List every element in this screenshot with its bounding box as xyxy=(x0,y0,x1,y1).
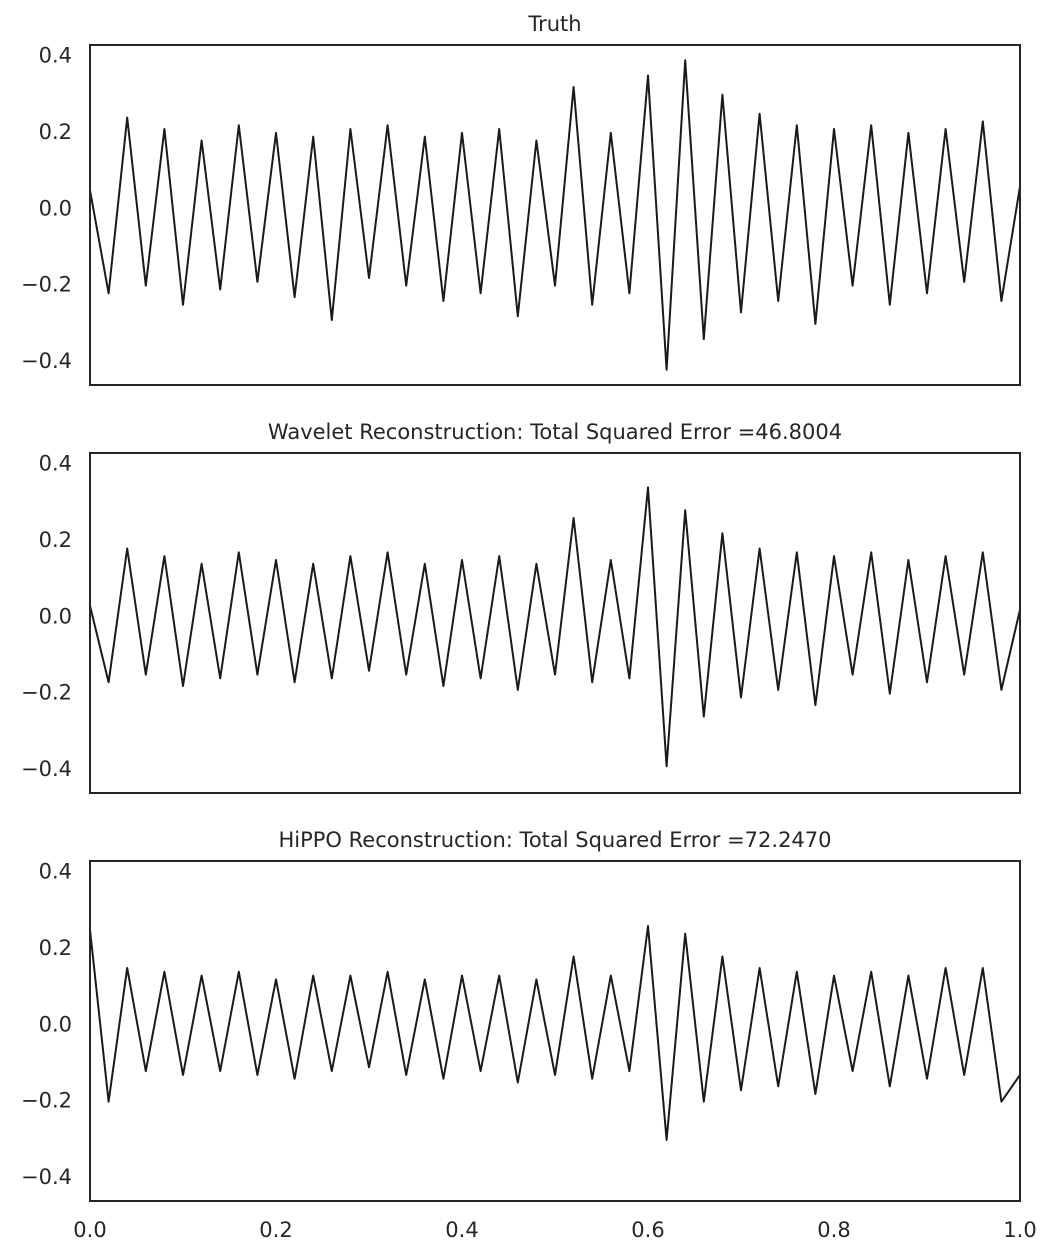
y-tick-label: −0.4 xyxy=(21,757,72,781)
y-tick-label: 0.2 xyxy=(39,936,72,960)
x-tick-label: 0.4 xyxy=(445,1218,478,1242)
data-line xyxy=(90,59,1020,371)
chart-title: Truth xyxy=(527,12,581,36)
y-tick-label: 0.4 xyxy=(39,43,72,67)
x-tick-label: 0.6 xyxy=(631,1218,664,1242)
y-tick-label: −0.2 xyxy=(21,681,72,705)
chart-title: Wavelet Reconstruction: Total Squared Er… xyxy=(268,420,842,444)
y-tick-label: 0.0 xyxy=(39,604,72,628)
x-tick-label: 0.0 xyxy=(73,1218,106,1242)
y-tick-label: −0.2 xyxy=(21,273,72,297)
x-tick-label: 0.2 xyxy=(259,1218,292,1242)
y-tick-label: 0.4 xyxy=(39,859,72,883)
axes-frame xyxy=(89,860,1021,1202)
y-tick-label: −0.4 xyxy=(21,349,72,373)
y-tick-label: −0.4 xyxy=(21,1165,72,1189)
x-tick-label: 1.0 xyxy=(1003,1218,1036,1242)
y-tick-label: 0.4 xyxy=(39,451,72,475)
y-tick-label: 0.0 xyxy=(39,1012,72,1036)
chart-title: HiPPO Reconstruction: Total Squared Erro… xyxy=(278,828,831,852)
axes-frame xyxy=(89,452,1021,794)
axes-frame xyxy=(89,44,1021,386)
y-tick-label: 0.2 xyxy=(39,528,72,552)
y-tick-label: −0.2 xyxy=(21,1089,72,1113)
data-line xyxy=(90,486,1020,768)
x-tick-label: 0.8 xyxy=(817,1218,850,1242)
y-tick-label: 0.0 xyxy=(39,196,72,220)
y-tick-label: 0.2 xyxy=(39,120,72,144)
data-line xyxy=(90,924,1020,1141)
